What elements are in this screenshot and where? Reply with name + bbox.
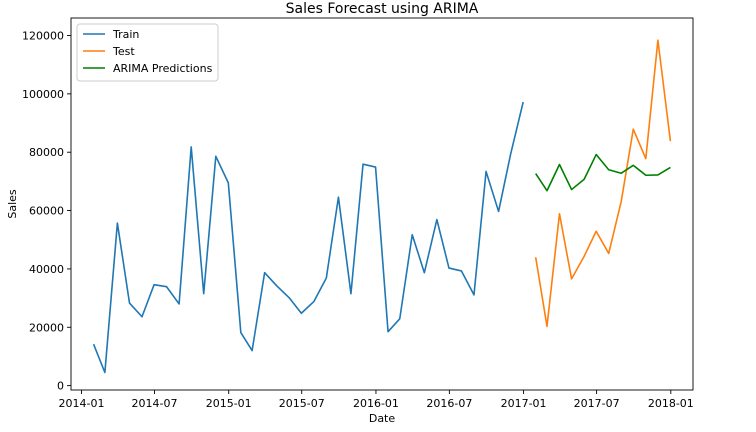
y-tick-label: 60000 [29, 205, 64, 218]
plot-frame [70, 17, 694, 391]
legend: Train Test ARIMA Predictions [76, 23, 219, 82]
x-tick-label: 2016-01 [353, 397, 399, 410]
y-tick-label: 80000 [29, 146, 64, 159]
y-tick-label: 120000 [22, 30, 64, 43]
legend-box [76, 23, 219, 82]
series-line-test [534, 39, 672, 328]
series-layer [92, 39, 672, 374]
x-axis: 2014-01 2014-07 2015-01 2015-07 2016-01 2016-… [59, 390, 694, 410]
chart-title: Sales Forecast using ARIMA [286, 1, 479, 17]
y-tick-label: 40000 [29, 263, 64, 276]
legend-label: ARIMA Predictions [113, 62, 213, 75]
legend-label: Test [112, 45, 135, 58]
x-tick-label: 2017-07 [574, 397, 620, 410]
y-axis-label: Sales [6, 189, 19, 219]
series-line-arima-predictions [535, 153, 671, 192]
y-tick-label: 0 [57, 380, 64, 393]
x-tick-label: 2016-07 [426, 397, 472, 410]
y-tick-label: 20000 [29, 321, 64, 334]
legend-label: Train [112, 28, 139, 41]
x-tick-label: 2015-07 [279, 397, 325, 410]
y-axis: 0 20000 40000 60000 80000 100000 120000 [22, 30, 71, 393]
x-tick-label: 2014-01 [59, 397, 105, 410]
x-tick-label: 2014-07 [132, 397, 178, 410]
x-tick-label: 2017-01 [501, 397, 547, 410]
x-tick-label: 2015-01 [206, 397, 252, 410]
series-line-train [92, 101, 524, 374]
y-tick-label: 100000 [22, 88, 64, 101]
x-tick-label: 2018-01 [648, 397, 694, 410]
x-axis-label: Date [369, 412, 396, 425]
